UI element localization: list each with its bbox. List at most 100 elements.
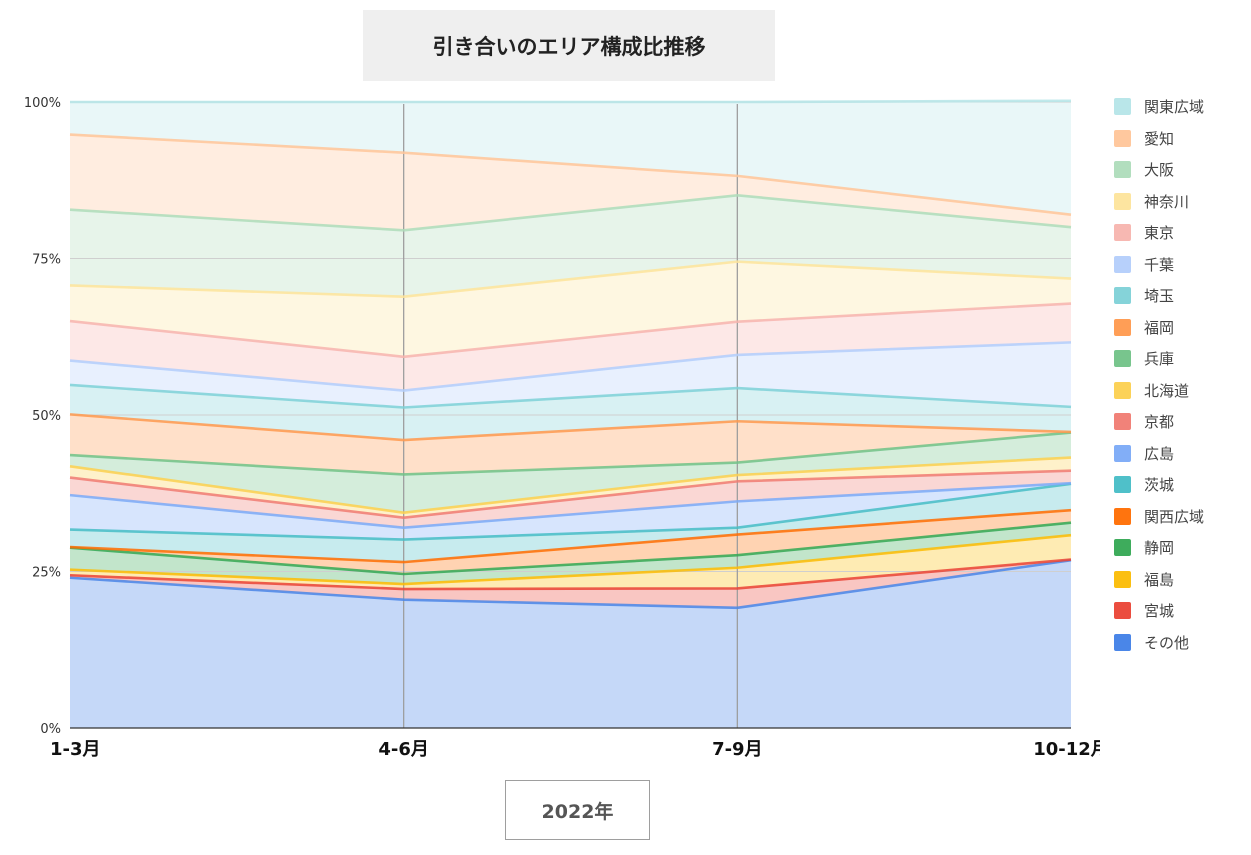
legend-label: その他: [1144, 633, 1190, 652]
legend-label: 北海道: [1144, 381, 1190, 400]
legend-swatch: [1114, 413, 1131, 431]
legend-item: 宮城: [1114, 595, 1204, 627]
legend-item: 広島: [1114, 438, 1204, 470]
legend-label: 宮城: [1144, 602, 1175, 621]
series-line-茨城: [69, 482, 1072, 541]
area-東京: [70, 303, 1071, 391]
area-福岡: [70, 414, 1071, 475]
area-福島: [70, 535, 1071, 590]
legend-label: 兵庫: [1144, 350, 1175, 369]
series-line-北海道: [69, 456, 1072, 514]
chart-title: 引き合いのエリア構成比推移: [432, 34, 706, 59]
legend-item: 兵庫: [1114, 343, 1204, 375]
x-tick-label: 1-3月: [50, 739, 101, 760]
legend-swatch: [1114, 224, 1131, 242]
x-axis-label: 2022年: [541, 800, 614, 823]
series-line-兵庫: [69, 431, 1072, 476]
legend-swatch: [1114, 570, 1131, 588]
legend-item: 関西広域: [1114, 501, 1204, 533]
legend-swatch: [1114, 255, 1131, 273]
legend-label: 福岡: [1144, 318, 1175, 337]
legend-label: 静岡: [1144, 539, 1175, 558]
legend-item: 東京: [1114, 217, 1204, 249]
series-line-その他: [69, 558, 1072, 610]
series-line-東京: [69, 302, 1072, 359]
y-tick-label: 50%: [32, 409, 61, 424]
legend-swatch: [1114, 381, 1131, 399]
legend-label: 愛知: [1144, 129, 1175, 148]
area-京都: [70, 470, 1071, 528]
x-tick-label: 4-6月: [378, 739, 429, 760]
series-line-京都: [69, 469, 1072, 519]
legend-item: 埼玉: [1114, 280, 1204, 312]
series-line-埼玉: [69, 383, 1072, 409]
x-tick-label: 7-9月: [712, 739, 763, 760]
area-埼玉: [70, 384, 1071, 441]
legend-item: 大阪: [1114, 154, 1204, 186]
legend-item: その他: [1114, 627, 1204, 659]
series-line-愛知: [69, 133, 1072, 216]
series-line-千葉: [69, 341, 1072, 392]
area-愛知: [70, 134, 1071, 231]
legend-item: 茨城: [1114, 469, 1204, 501]
legend-item: 福島: [1114, 564, 1204, 596]
legend-swatch: [1114, 161, 1131, 179]
legend-label: 京都: [1144, 413, 1175, 432]
series-line-宮城: [69, 558, 1072, 591]
area-chart: 100% 75% 50% 25% 0% 1-3月 4-6月 7-9月 10-12月: [24, 96, 1100, 760]
area-関東広域: [70, 100, 1071, 215]
legend-label: 広島: [1144, 444, 1175, 463]
legend-swatch: [1114, 633, 1131, 651]
legend-item: 福岡: [1114, 312, 1204, 344]
legend-item: 愛知: [1114, 123, 1204, 155]
legend-label: 福島: [1144, 570, 1175, 589]
legend-label: 関東広域: [1144, 98, 1205, 117]
x-axis-label-box: 2022年: [505, 780, 650, 840]
legend-swatch: [1114, 129, 1131, 147]
legend-item: 千葉: [1114, 249, 1204, 281]
series-line-関西広域: [69, 508, 1072, 564]
area-北海道: [70, 457, 1071, 518]
legend-swatch: [1114, 539, 1131, 557]
series-line-福島: [69, 533, 1072, 586]
x-tick-label: 10-12月: [1033, 739, 1100, 760]
area-その他: [70, 560, 1071, 728]
area-千葉: [70, 342, 1071, 408]
series-line-静岡: [69, 521, 1072, 576]
legend-swatch: [1114, 507, 1131, 525]
area-神奈川: [70, 261, 1071, 357]
legend-label: 東京: [1144, 224, 1175, 243]
legend-swatch: [1114, 98, 1131, 116]
y-tick-label: 75%: [32, 253, 61, 268]
legend-item: 京都: [1114, 406, 1204, 438]
legend-label: 関西広域: [1144, 507, 1205, 526]
legend-swatch: [1114, 318, 1131, 336]
series-line-大阪: [69, 193, 1072, 232]
legend-label: 千葉: [1144, 255, 1175, 274]
series-line-福岡: [69, 413, 1072, 442]
legend-swatch: [1114, 350, 1131, 368]
legend-label: 大阪: [1144, 161, 1175, 180]
legend-item: 神奈川: [1114, 186, 1204, 218]
area-大阪: [70, 195, 1071, 297]
legend-swatch: [1114, 287, 1131, 305]
y-tick-label: 100%: [24, 96, 61, 111]
legend-swatch: [1114, 192, 1131, 210]
area-茨城: [70, 483, 1071, 563]
y-tick-label: 0%: [40, 722, 61, 737]
legend-item: 北海道: [1114, 375, 1204, 407]
legend-item: 静岡: [1114, 532, 1204, 564]
legend-swatch: [1114, 602, 1131, 620]
y-tick-label: 25%: [32, 566, 61, 581]
series-line-神奈川: [69, 260, 1072, 298]
legend: 関東広域愛知大阪神奈川東京千葉埼玉福岡兵庫北海道京都広島茨城関西広域静岡福島宮城…: [1114, 91, 1204, 658]
chart-title-box: 引き合いのエリア構成比推移: [363, 10, 775, 81]
legend-label: 神奈川: [1144, 192, 1190, 211]
series-line-広島: [69, 481, 1072, 529]
series-line-関東広域: [70, 99, 1072, 104]
area-兵庫: [70, 432, 1071, 513]
legend-item: 関東広域: [1114, 91, 1204, 123]
legend-swatch: [1114, 476, 1131, 494]
legend-label: 埼玉: [1144, 287, 1175, 306]
legend-label: 茨城: [1144, 476, 1175, 495]
